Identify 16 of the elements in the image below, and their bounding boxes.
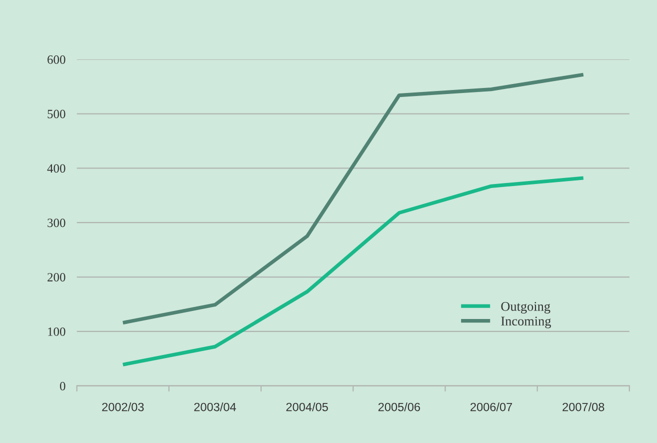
- y-tick-label: 200: [48, 273, 66, 282]
- x-tick-label: 2007/08: [562, 402, 604, 412]
- x-tick-label: 2006/07: [470, 402, 512, 412]
- y-tick-label: 500: [48, 110, 66, 118]
- line-series: [121, 176, 586, 366]
- legend-label: Incoming: [501, 316, 551, 328]
- y-tick-label: 600: [48, 55, 66, 64]
- y-tick-label: 300: [48, 218, 66, 228]
- x-tick-label: 2002/03: [102, 402, 144, 412]
- x-tick-label: 2005/06: [378, 402, 420, 412]
- x-tick-label: 2004/05: [286, 402, 328, 412]
- y-tick-label: 400: [47, 164, 66, 173]
- y-tick-label: 100: [48, 327, 66, 336]
- x-tick-label: 2003/04: [194, 402, 236, 412]
- y-tick-label: 0: [60, 382, 66, 390]
- legend-label: Outgoing: [501, 302, 550, 314]
